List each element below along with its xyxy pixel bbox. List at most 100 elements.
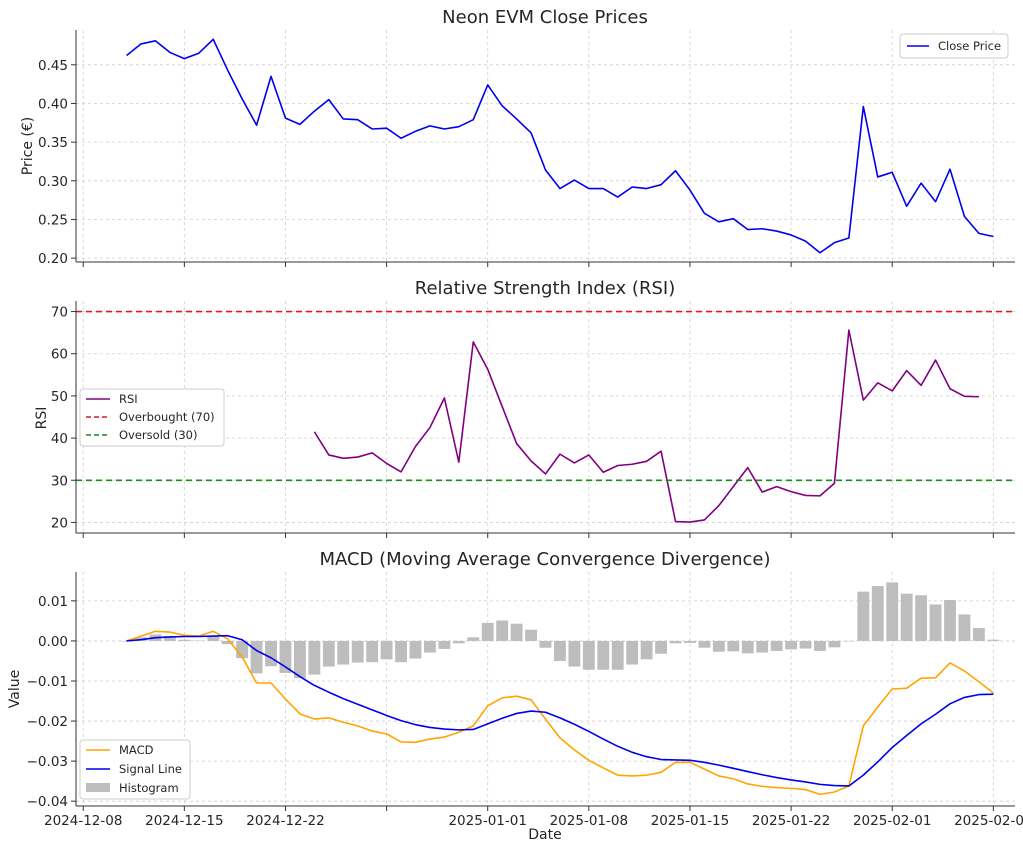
histogram-bar — [380, 640, 393, 660]
macd-x-ticks: 2024-12-08 2024-12-15 2024-12-22 2025-01-01… — [44, 806, 1023, 829]
histogram-bar — [308, 640, 321, 675]
price-y-ticks: 0.20 0.25 0.30 0.35 0.40 0.45 — [38, 58, 76, 267]
histogram-bar — [481, 622, 494, 641]
histogram-bar — [236, 640, 249, 659]
histogram-bar — [293, 640, 306, 679]
macd-chart-title: MACD (Moving Average Convergence Diverge… — [319, 549, 770, 570]
rsi-y-axis-label: RSI — [34, 407, 50, 430]
histogram-bar — [785, 640, 798, 650]
y-tick-label: −0.01 — [27, 674, 68, 690]
histogram-bar — [554, 640, 566, 661]
y-tick-label: −0.03 — [27, 754, 68, 770]
histogram-bar — [842, 640, 855, 642]
histogram-bar — [611, 640, 624, 670]
histogram-bar — [438, 640, 451, 649]
x-tick-label: 2024-12-15 — [145, 813, 223, 829]
y-tick-label: 0.01 — [38, 594, 68, 610]
series-line-rsi — [313, 329, 979, 523]
histogram-bar — [814, 640, 826, 651]
histogram-bar — [366, 640, 379, 663]
histogram-bar — [958, 614, 971, 641]
rsi-panel: Relative Strength Index (RSI) 20 30 40 50 60… — [34, 278, 1015, 538]
histogram-bar — [597, 640, 610, 670]
histogram-bar — [857, 591, 870, 641]
histogram-bar — [669, 640, 682, 644]
histogram-bar — [510, 623, 523, 641]
price-grid — [76, 30, 1015, 262]
series-line-signal-line — [126, 634, 994, 787]
x-tick-label: 2025-02-08 — [954, 813, 1023, 829]
histogram-bar — [452, 640, 465, 644]
macd-panel: MACD (Moving Average Convergence Diverge… — [7, 549, 1023, 843]
macd-histogram-layer — [120, 582, 1000, 679]
price-y-axis-label: Price (€) — [20, 117, 36, 175]
histogram-bar — [467, 637, 480, 641]
legend-label-macd: MACD — [119, 743, 154, 757]
histogram-bar — [770, 640, 783, 651]
histogram-bar — [626, 640, 639, 665]
price-legend: Close Price — [899, 33, 1009, 59]
y-tick-label: −0.02 — [27, 714, 68, 730]
y-tick-label: 40 — [51, 431, 68, 447]
histogram-bar — [972, 628, 985, 641]
histogram-bar — [756, 640, 769, 653]
macd-legend: MACD Signal Line Histogram — [79, 739, 191, 800]
y-tick-label: 0.45 — [38, 58, 68, 74]
price-legend-box — [899, 33, 1009, 59]
rsi-y-ticks: 20 30 40 50 60 70 — [51, 305, 76, 531]
y-tick-label: 50 — [51, 389, 68, 405]
legend-label-histogram: Histogram — [119, 781, 179, 795]
histogram-bar — [337, 640, 350, 665]
histogram-bar — [409, 640, 422, 659]
legend-label-overbought: Overbought (70) — [119, 410, 215, 424]
histogram-bar — [424, 640, 436, 653]
histogram-bar — [163, 636, 176, 641]
legend-label-signal-line: Signal Line — [119, 762, 182, 776]
rsi-x-ticks — [82, 533, 994, 538]
histogram-bar — [684, 640, 696, 643]
y-tick-label: 0.35 — [38, 135, 68, 151]
x-tick-label: 2025-01-15 — [651, 813, 729, 829]
histogram-bar — [395, 640, 407, 663]
histogram-bar — [525, 629, 537, 641]
histogram-bar — [712, 640, 725, 652]
y-tick-label: 30 — [51, 473, 68, 489]
legend-label-close-price: Close Price — [938, 39, 1001, 53]
rsi-legend-box — [79, 388, 225, 447]
x-tick-label: 2025-02-01 — [853, 813, 931, 829]
histogram-bar — [987, 639, 1000, 641]
histogram-bar — [915, 595, 928, 641]
legend-label-rsi: RSI — [119, 392, 138, 406]
price-x-ticks — [82, 262, 994, 267]
macd-y-axis-label: Value — [7, 670, 23, 708]
y-tick-label: 0.00 — [38, 634, 68, 650]
histogram-bar — [871, 586, 884, 641]
x-tick-label: 2025-01-01 — [448, 813, 526, 829]
histogram-bar — [192, 640, 205, 642]
histogram-bar — [279, 640, 292, 673]
histogram-bar — [640, 640, 653, 660]
histogram-bar — [582, 640, 595, 670]
histogram-bar — [178, 639, 191, 641]
histogram-bar — [698, 640, 711, 648]
y-tick-label: 0.20 — [38, 251, 68, 267]
x-tick-label: 2024-12-08 — [44, 813, 122, 829]
histogram-bar — [828, 640, 841, 648]
histogram-bar — [900, 593, 913, 641]
y-tick-label: 0.25 — [38, 212, 68, 228]
macd-y-ticks: −0.04 −0.03 −0.02 −0.01 0.00 0.01 — [27, 594, 76, 810]
rsi-series-layer — [76, 310, 1015, 523]
y-tick-label: −0.04 — [27, 794, 68, 810]
y-tick-label: 70 — [51, 305, 68, 321]
y-tick-label: 20 — [51, 515, 68, 531]
histogram-bar — [886, 582, 899, 641]
histogram-bar — [799, 640, 812, 649]
histogram-bar — [944, 600, 956, 641]
histogram-bar — [207, 636, 220, 641]
histogram-bar — [265, 640, 277, 667]
y-tick-label: 0.40 — [38, 96, 68, 112]
y-tick-label: 60 — [51, 347, 68, 363]
x-tick-label: 2024-12-22 — [246, 813, 324, 829]
histogram-bar — [250, 640, 263, 674]
histogram-bar — [655, 640, 667, 654]
